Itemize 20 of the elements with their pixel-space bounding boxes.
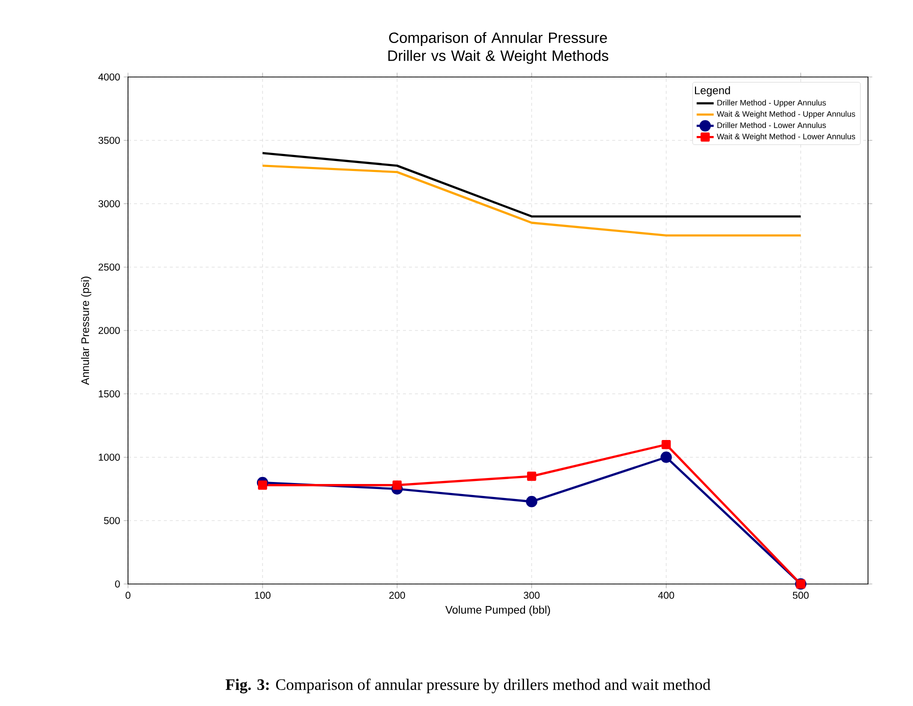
- y-tick-label: 1000: [98, 454, 120, 461]
- y-tick-label: 3000: [98, 200, 120, 208]
- x-axis-title: Volume Pumped (bbl): [445, 606, 550, 616]
- y-tick-label: 500: [104, 517, 120, 524]
- y-tick-label: 3500: [98, 136, 120, 144]
- x-tick-label: 100: [255, 592, 270, 599]
- x-tick-label: 300: [524, 592, 540, 599]
- legend-title: Legend: [695, 86, 730, 96]
- chart-title: Comparison of Annular Pressure Driller vs Wait & Weight Methods: [388, 32, 608, 64]
- text: Fig. 3: Comparison of annular pressure by drillers method and wait method: [226, 678, 710, 694]
- y-tick-label: 4000: [98, 73, 120, 81]
- y-tick-label: 1500: [98, 390, 120, 398]
- y-tick-label: 0: [115, 580, 120, 588]
- x-tick-label: 400: [658, 592, 674, 599]
- y-axis-title: Annular Pressure (psi): [81, 276, 92, 385]
- x-tick-label: 200: [389, 592, 406, 599]
- x-tick-label: 500: [792, 592, 809, 599]
- y-tick-label: 2000: [98, 326, 120, 334]
- y-tick-label: 2500: [98, 264, 120, 271]
- x-tick-label: 0: [126, 592, 130, 599]
